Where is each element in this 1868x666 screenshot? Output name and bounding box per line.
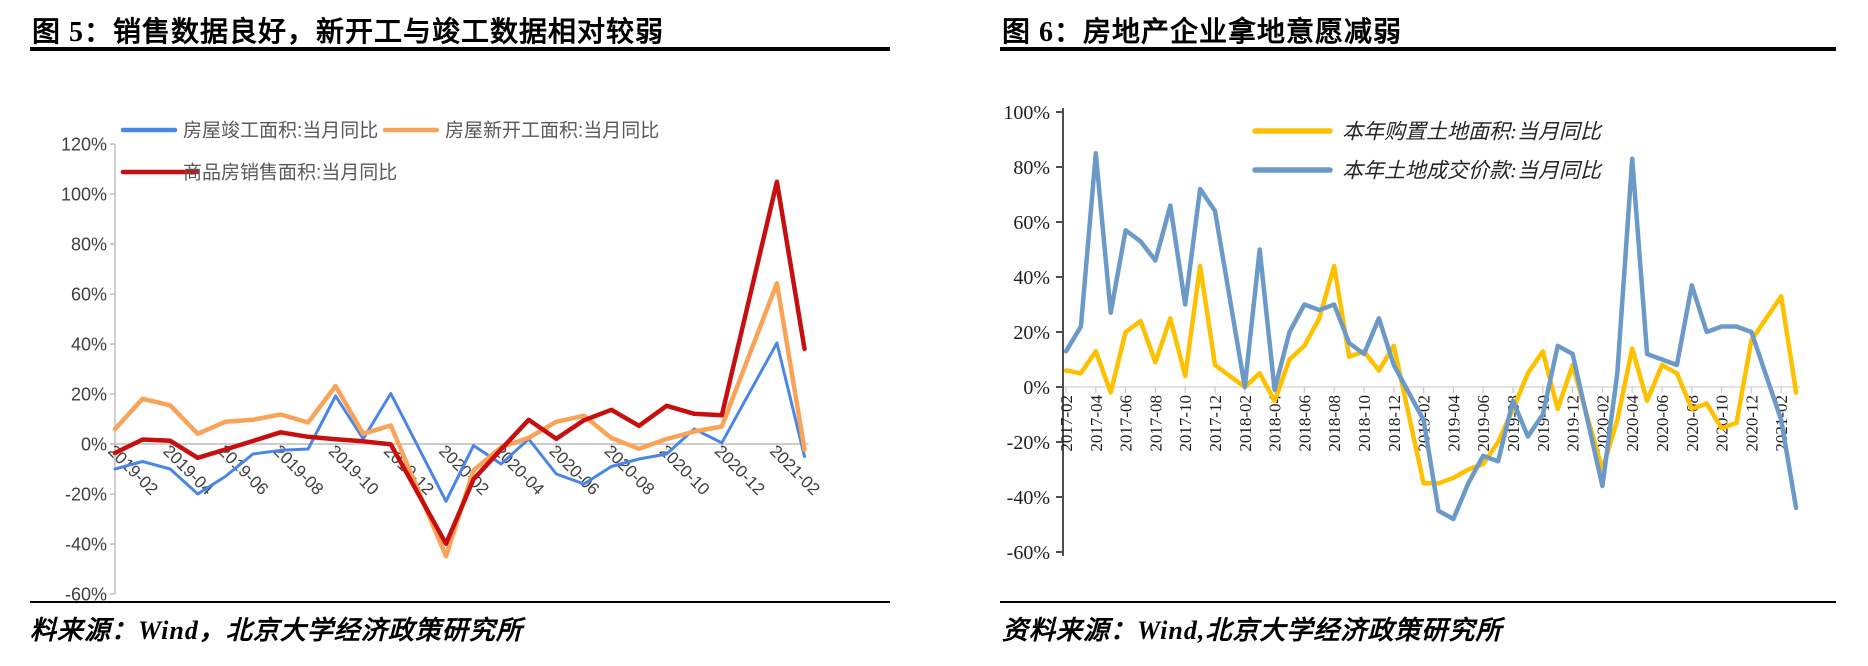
x-tick-label: 2018-12 bbox=[1385, 395, 1404, 452]
y-tick-label: -60% bbox=[65, 584, 107, 602]
y-tick-label: 100% bbox=[61, 184, 107, 204]
x-tick-label: 2019-06 bbox=[1474, 395, 1493, 452]
y-tick-label: 100% bbox=[1003, 102, 1050, 124]
x-tick-label: 2019-12 bbox=[1564, 395, 1583, 452]
series-line bbox=[1063, 263, 1799, 486]
legend-label: 本年土地成交价款:当月同比 bbox=[1342, 158, 1603, 182]
x-tick-label: 2020-12 bbox=[711, 441, 769, 499]
legend-label: 商品房销售面积:当月同比 bbox=[183, 162, 397, 184]
y-tick-label: 0% bbox=[81, 434, 107, 454]
x-tick-label: 2017-04 bbox=[1087, 395, 1106, 452]
x-tick-label: 2019-10 bbox=[1534, 395, 1553, 452]
x-tick-label: 2017-10 bbox=[1176, 395, 1195, 452]
y-tick-label: -40% bbox=[65, 534, 107, 554]
legend-label: 房屋新开工面积:当月同比 bbox=[445, 120, 659, 142]
y-tick-label: 40% bbox=[71, 334, 107, 354]
y-tick-label: 60% bbox=[71, 284, 107, 304]
x-tick-label: 2020-10 bbox=[1713, 395, 1732, 452]
legend-label: 本年购置土地面积:当月同比 bbox=[1342, 119, 1603, 143]
x-tick-label: 2018-02 bbox=[1236, 395, 1255, 452]
y-tick-label: 80% bbox=[71, 234, 107, 254]
x-tick-label: 2020-10 bbox=[656, 441, 714, 499]
figure6-source: 资料来源：Wind,北京大学经济政策研究所 bbox=[1002, 616, 1503, 645]
y-tick-label: 20% bbox=[71, 384, 107, 404]
series-line bbox=[112, 179, 807, 547]
legend-label: 房屋竣工面积:当月同比 bbox=[183, 120, 378, 142]
figure5-source-rule bbox=[30, 601, 890, 603]
x-tick-label: 2018-04 bbox=[1266, 395, 1285, 452]
figure5-title: 图 5：销售数据良好，新开工与竣工数据相对较弱 bbox=[32, 17, 665, 48]
x-tick-label: 2018-10 bbox=[1355, 395, 1374, 452]
x-tick-label: 2019-02 bbox=[104, 441, 162, 499]
x-tick-label: 2018-06 bbox=[1295, 395, 1314, 452]
y-tick-label: 80% bbox=[1013, 157, 1050, 179]
figure6-source-rule bbox=[1000, 601, 1836, 603]
y-tick-label: 60% bbox=[1013, 212, 1050, 234]
x-tick-label: 2020-06 bbox=[1653, 395, 1672, 452]
y-tick-label: 20% bbox=[1013, 322, 1050, 344]
figure6-chart: -60% -40% -20% 0% 20% 40% 60% 80% 100% 2017-02 201… bbox=[1003, 102, 1801, 564]
y-tick-label: 0% bbox=[1023, 377, 1050, 399]
figure5-title-rule bbox=[30, 47, 890, 51]
figure6-title-rule bbox=[1000, 47, 1836, 51]
x-tick-label: 2017-06 bbox=[1117, 395, 1136, 452]
y-tick-label: -20% bbox=[1007, 432, 1050, 454]
x-tick-label: 2021-02 bbox=[766, 441, 824, 499]
x-tick-label: 2019-10 bbox=[325, 441, 383, 499]
y-tick-label: 120% bbox=[61, 134, 107, 154]
series-line bbox=[1063, 151, 1799, 522]
figure6-title: 图 6：房地产企业拿地意愿减弱 bbox=[1002, 17, 1403, 48]
x-tick-label: 2019-04 bbox=[1444, 395, 1463, 452]
x-tick-label: 2020-04 bbox=[1623, 395, 1642, 452]
x-tick-label: 2018-08 bbox=[1325, 395, 1344, 452]
x-tick-label: 2020-08 bbox=[601, 441, 659, 499]
x-tick-label: 2020-12 bbox=[1742, 395, 1761, 452]
x-tick-label: 2020-08 bbox=[1683, 395, 1702, 452]
series-line bbox=[113, 341, 806, 503]
y-tick-label: -20% bbox=[65, 484, 107, 504]
y-tick-label: 40% bbox=[1013, 267, 1050, 289]
figure5-chart: -60% -40% -20% 0% 20% 40% 60% 80% 100% 120% 2019-0… bbox=[61, 120, 824, 602]
x-tick-label: 2017-08 bbox=[1146, 395, 1165, 452]
x-tick-label: 2017-02 bbox=[1057, 395, 1076, 452]
y-tick-label: -60% bbox=[1007, 542, 1050, 564]
figure5-source: 料来源：Wind，北京大学经济政策研究所 bbox=[30, 616, 523, 645]
y-tick-label: -40% bbox=[1007, 487, 1050, 509]
x-tick-label: 2017-12 bbox=[1206, 395, 1225, 452]
